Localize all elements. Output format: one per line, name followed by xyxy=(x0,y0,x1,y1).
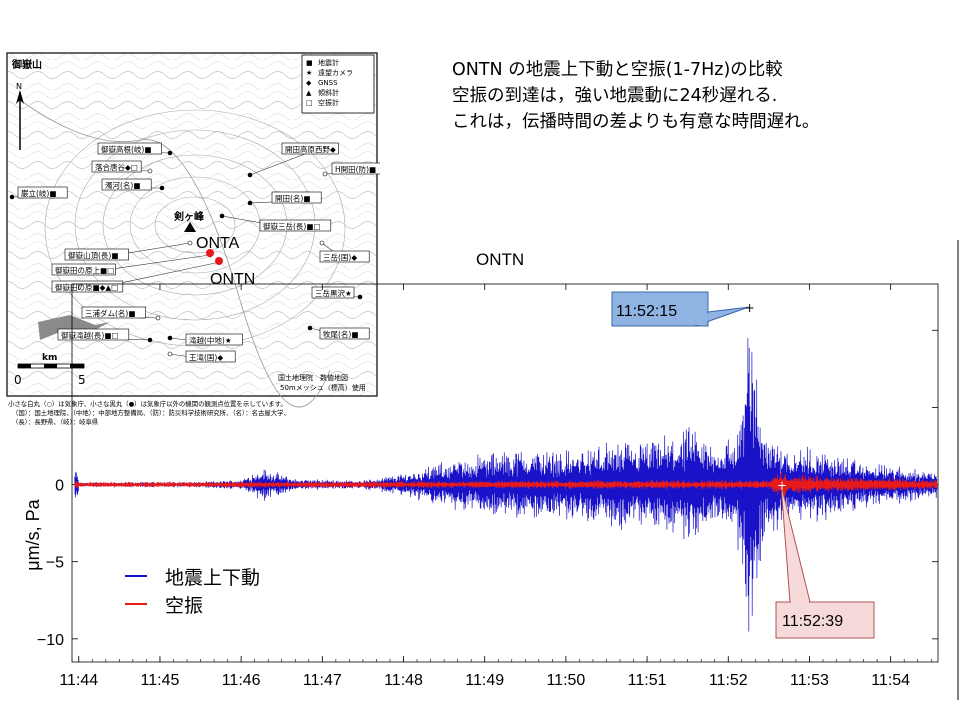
headline-line-1: ONTN の地震上下動と空振(1-7Hz)の比較 xyxy=(452,60,783,80)
station-marker xyxy=(247,172,253,178)
callout-fill-infrasound xyxy=(791,600,809,604)
map-station-label: 御嶽田の原■◆▲□ xyxy=(55,282,118,292)
map-credit-2: 50mメッシュ（標高）使用 xyxy=(280,383,366,392)
map-legend-symbol: ◆ xyxy=(306,79,312,87)
callout-label-infrasound: 11:52:39 xyxy=(782,613,843,630)
station-marker xyxy=(155,315,161,321)
map-station-label: 開田(名)■ xyxy=(275,193,310,203)
callout-fill-seismic xyxy=(613,293,707,325)
y-tick-label: −10 xyxy=(37,632,64,649)
map-station-label: 御嶽山頂(長)■ xyxy=(68,250,118,260)
map-station-label: 開田高原西野◆ xyxy=(285,144,336,154)
station-marker xyxy=(147,337,153,343)
peak-cross-icon: + xyxy=(745,301,755,315)
onset-cross-icon: + xyxy=(777,479,787,493)
station-marker xyxy=(307,325,313,331)
station-marker xyxy=(322,171,328,177)
legend-label-seismic: 地震上下動 xyxy=(165,566,261,589)
north-arrow-icon: N xyxy=(16,82,24,150)
map-credit-1: 国土地理院 数値地図 xyxy=(278,373,348,382)
map-scale-bar: km 0 5 xyxy=(14,353,86,387)
map-station-label: 落合唐谷◆□ xyxy=(95,162,138,172)
map-legend-symbol: □ xyxy=(306,99,313,107)
callout-label-seismic: 11:52:15 xyxy=(616,303,677,320)
headline-line-2: 空振の到達は，強い地震動に24秒遅れる. xyxy=(452,86,778,106)
x-tick-label: 11:52 xyxy=(709,672,748,689)
y-tick-label: −5 xyxy=(46,555,64,572)
map-station-label: 御嶽田の原上■□ xyxy=(55,265,114,275)
map-legend-symbol: ▲ xyxy=(306,89,312,97)
map-station-label: 牧尾(名)■ xyxy=(323,329,358,339)
ontn-marker xyxy=(215,257,223,265)
legend-swatch-infrasound xyxy=(125,603,147,605)
plot-area xyxy=(71,283,939,663)
map-station-label: H開田(防)■ xyxy=(335,164,376,174)
x-tick-label: 11:49 xyxy=(465,672,504,689)
station-marker xyxy=(219,213,225,219)
series-infrasound-line xyxy=(74,471,938,497)
peak-label: 剣ヶ峰 xyxy=(173,210,205,223)
headline-line-3: これは，伝播時間の差よりも有意な時間遅れ。 xyxy=(452,112,820,132)
map-legend-label: 空振計 xyxy=(318,98,339,107)
legend-item-infrasound: 空振 xyxy=(125,590,260,618)
map-note-3: （長）：長野県、（岐）：岐阜県 xyxy=(12,417,99,426)
station-marker xyxy=(319,240,325,246)
volcano-map: 御嶽山 N ■ 地震計 ★ 遠望カメラ ◆ GNSS ▲ 傾斜計 □ 空振計 御嶽高根(岐)■ 落合… xyxy=(6,52,380,426)
x-tick-label: 11:48 xyxy=(384,672,423,689)
onta-label: ONTA xyxy=(196,235,240,252)
y-tick-label: 0 xyxy=(55,478,64,495)
onta-marker xyxy=(206,249,214,257)
map-station-label: 御嶽滝越(長)■□ xyxy=(61,330,119,340)
scale-end: 5 xyxy=(78,373,86,387)
map-legend-symbol: ■ xyxy=(306,59,313,67)
map-station-label: 御嶽三岳(長)■□ xyxy=(263,221,321,231)
station-marker xyxy=(167,335,173,341)
map-legend-label: GNSS xyxy=(318,79,338,87)
map-station-label: 御嶽高根(岐)■ xyxy=(101,144,151,154)
x-tick-label: 11:44 xyxy=(59,672,98,689)
station-marker xyxy=(147,168,153,174)
map-legend: ■ 地震計 ★ 遠望カメラ ◆ GNSS ▲ 傾斜計 □ 空振計 xyxy=(301,54,375,114)
map-note-2: （国）：国土地理院、（中地）：中部地方整備局、（防）：防災科学技術研究所、（名）… xyxy=(12,408,290,417)
legend-item-seismic: 地震上下動 xyxy=(125,562,260,590)
chart-legend: 地震上下動 空振 xyxy=(125,562,260,618)
x-tick-label: 11:53 xyxy=(790,672,829,689)
map-station-label: 三浦ダム(名)■ xyxy=(85,308,135,318)
x-tick-label: 11:46 xyxy=(222,672,261,689)
map-legend-symbol: ★ xyxy=(306,69,312,77)
chart-title: ONTN xyxy=(476,250,524,269)
map-legend-label: 遠望カメラ xyxy=(318,68,353,77)
station-marker xyxy=(247,200,253,206)
callout-box-infrasound xyxy=(775,601,875,639)
station-marker xyxy=(159,185,165,191)
x-tick-label: 11:51 xyxy=(628,672,667,689)
x-tick-label: 11:45 xyxy=(141,672,180,689)
station-marker xyxy=(357,294,363,300)
x-tick-label: 11:54 xyxy=(871,672,910,689)
legend-swatch-seismic xyxy=(125,575,147,577)
map-note-1: 小さな白丸（○）は気象庁、小さな黒丸（●）は気象庁以外の機関の観測点位置を示して… xyxy=(8,399,287,408)
map-station-label: 三岳(国)◆ xyxy=(323,252,357,262)
legend-label-infrasound: 空振 xyxy=(165,594,204,617)
station-marker xyxy=(167,150,173,156)
y-axis-label: μm/s, Pa xyxy=(23,498,43,570)
station-marker xyxy=(187,240,193,246)
x-tick-label: 11:47 xyxy=(303,672,342,689)
x-tick-label: 11:50 xyxy=(546,672,585,689)
map-legend-label: 地震計 xyxy=(318,58,339,67)
map-station-label: 巌立(岐)■ xyxy=(21,188,56,198)
map-station-label: 三岳黒沢★ xyxy=(315,288,352,298)
map-legend-label: 傾斜計 xyxy=(318,88,339,97)
station-marker xyxy=(9,194,15,200)
scale-unit: km xyxy=(42,353,57,363)
map-station-label: 濁河(名)■ xyxy=(105,180,140,190)
map-station-label: 滝越(中地)★ xyxy=(189,335,232,345)
scale-start: 0 xyxy=(14,373,22,387)
map-region-label: 御嶽山 xyxy=(11,58,42,71)
north-label: N xyxy=(16,82,22,91)
map-station-label: 王滝(国)◆ xyxy=(189,352,223,362)
station-marker xyxy=(167,351,173,357)
peak-marker-icon xyxy=(184,222,196,232)
